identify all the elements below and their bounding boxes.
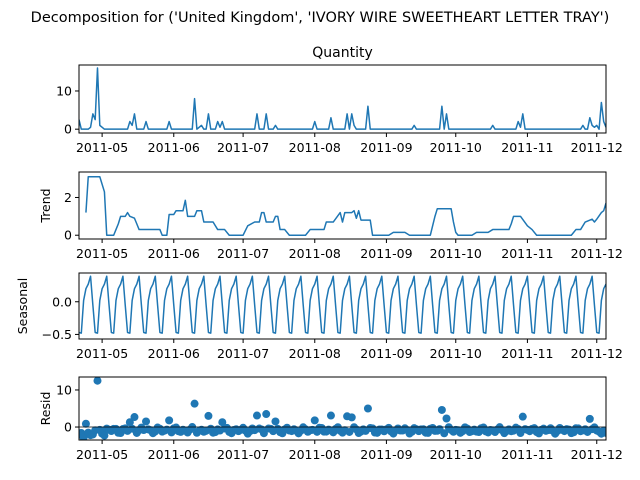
resid-point (326, 411, 335, 420)
trend-ylabel: Trend (38, 188, 53, 223)
panel-trend: 0 2 Trend 2011-05 2011-06 2011-07 2011-08 2011-… (38, 171, 623, 261)
x-tick-label: 2011-06 (148, 447, 200, 462)
panel-seasonal: −0.5 0.0 Seasonal 2011-05 2011-06 2011-07 2011… (15, 272, 623, 361)
resid-point (440, 429, 449, 438)
y-tick-label: 10 (56, 83, 72, 98)
x-tick-label: 2011-08 (289, 246, 341, 261)
resid-point (81, 419, 90, 428)
resid-point (602, 428, 606, 437)
x-tick-label: 2011-06 (148, 346, 200, 361)
resid-point (218, 418, 227, 427)
x-tick-label: 2011-12 (571, 140, 623, 155)
x-tick-label: 2011-10 (430, 140, 482, 155)
x-tick-label: 2011-08 (289, 447, 341, 462)
x-tick-label: 2011-10 (430, 447, 482, 462)
y-tick-label: 0 (64, 122, 72, 137)
resid-point (585, 414, 594, 423)
x-tick-label: 2011-07 (217, 246, 269, 261)
x-tick-label: 2011-10 (430, 346, 482, 361)
x-tick-label: 2011-09 (360, 246, 412, 261)
x-tick-label: 2011-09 (360, 346, 412, 361)
resid-point (125, 418, 134, 427)
y-tick-label: 2 (64, 190, 72, 205)
seasonal-ylabel: Seasonal (15, 278, 30, 335)
panel-title-quantity: Quantity (312, 45, 373, 61)
x-tick-label: 2011-12 (571, 346, 623, 361)
resid-point (310, 416, 319, 425)
resid-point (347, 413, 356, 422)
y-tick-label: −0.5 (42, 327, 72, 342)
seasonal-axes-frame (78, 272, 607, 340)
x-tick-label: 2011-07 (217, 346, 269, 361)
resid-axes-frame (78, 376, 607, 441)
x-tick-label: 2011-09 (360, 140, 412, 155)
resid-point (442, 414, 451, 423)
x-tick-label: 2011-11 (501, 346, 553, 361)
x-tick-label: 2011-09 (360, 447, 412, 462)
resid-ylabel: Resid (38, 392, 53, 426)
x-tick-label: 2011-07 (217, 140, 269, 155)
x-tick-label: 2011-08 (289, 346, 341, 361)
resid-point (252, 411, 261, 420)
quantity-series-line (79, 67, 606, 130)
x-tick-label: 2011-05 (76, 346, 128, 361)
x-tick-label: 2011-06 (148, 140, 200, 155)
x-tick-label: 2011-05 (76, 140, 128, 155)
resid-point (93, 377, 102, 385)
x-tick-label: 2011-05 (76, 246, 128, 261)
quantity-axes-frame (78, 64, 607, 134)
x-tick-label: 2011-08 (289, 140, 341, 155)
y-tick-label: 10 (56, 382, 72, 397)
x-tick-label: 2011-11 (501, 246, 553, 261)
x-tick-label: 2011-12 (571, 246, 623, 261)
resid-point (165, 416, 174, 425)
x-tick-label: 2011-06 (148, 246, 200, 261)
resid-point (204, 411, 213, 420)
x-tick-label: 2011-05 (76, 447, 128, 462)
resid-point (130, 413, 139, 422)
resid-point (437, 405, 446, 414)
x-tick-label: 2011-10 (430, 246, 482, 261)
trend-series-line (85, 175, 606, 236)
y-tick-label: 0 (64, 228, 72, 243)
resid-point (363, 404, 372, 413)
resid-point (271, 417, 280, 426)
x-tick-label: 2011-12 (571, 447, 623, 462)
x-tick-label: 2011-07 (217, 447, 269, 462)
x-tick-label: 2011-11 (501, 447, 553, 462)
seasonal-series-line (79, 275, 606, 334)
resid-point (518, 412, 527, 421)
panel-quantity: 0 10 2011-05 2011-06 2011-07 2011-08 2011-09 20… (56, 64, 623, 155)
y-tick-label: 0.0 (52, 294, 72, 309)
y-tick-label: 0 (64, 420, 72, 435)
resid-point (142, 417, 151, 426)
resid-point (100, 431, 109, 440)
trend-axes-frame (78, 171, 607, 240)
x-tick-label: 2011-11 (501, 140, 553, 155)
figure-title: Decomposition for ('United Kingdom', 'IV… (31, 10, 610, 26)
resid-point (190, 399, 199, 408)
resid-point (262, 410, 271, 419)
